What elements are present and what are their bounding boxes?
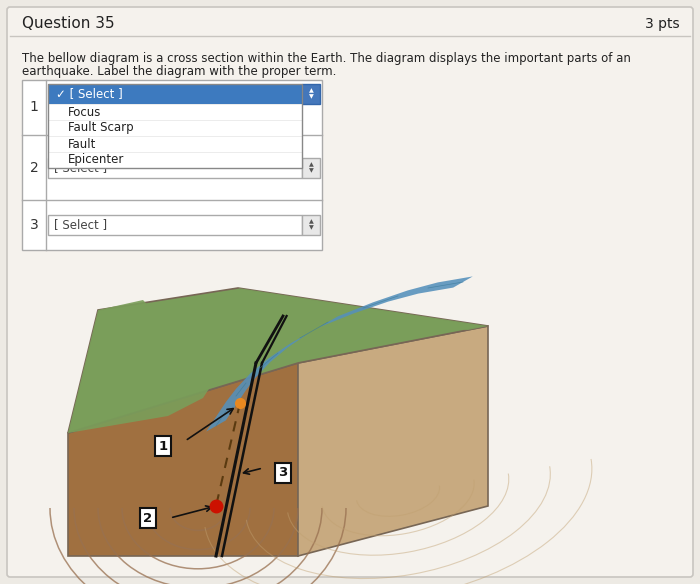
Text: ▲
▼: ▲ ▼ <box>309 89 314 99</box>
Bar <box>302 158 320 178</box>
Polygon shape <box>238 288 488 330</box>
Text: ▲
▼: ▲ ▼ <box>309 162 314 173</box>
Polygon shape <box>206 276 473 432</box>
Text: earthquake. Label the diagram with the proper term.: earthquake. Label the diagram with the p… <box>22 65 337 78</box>
Text: 1: 1 <box>29 100 38 114</box>
Polygon shape <box>68 300 216 433</box>
Polygon shape <box>68 288 488 433</box>
Bar <box>22 80 322 250</box>
Text: 1: 1 <box>158 440 167 453</box>
Bar <box>48 104 302 120</box>
Bar <box>48 84 302 104</box>
Text: Focus: Focus <box>68 106 102 119</box>
Bar <box>48 84 302 168</box>
Text: [ Select ]: [ Select ] <box>54 161 107 174</box>
Bar <box>48 152 302 168</box>
Bar <box>302 84 320 104</box>
Bar <box>48 136 302 152</box>
FancyBboxPatch shape <box>7 7 693 577</box>
Text: 3: 3 <box>29 218 38 232</box>
Bar <box>48 215 302 235</box>
Text: ✓ [ Select ]: ✓ [ Select ] <box>56 88 122 100</box>
Text: Question 35: Question 35 <box>22 16 115 32</box>
Text: 2: 2 <box>144 512 153 524</box>
Text: ▲
▼: ▲ ▼ <box>309 220 314 231</box>
Polygon shape <box>298 326 488 556</box>
Polygon shape <box>68 363 298 556</box>
Text: 3: 3 <box>279 467 288 479</box>
Text: 3 pts: 3 pts <box>645 17 680 31</box>
Text: 2: 2 <box>29 161 38 175</box>
Bar <box>302 215 320 235</box>
Text: Fault Scarp: Fault Scarp <box>68 121 134 134</box>
Text: [ Select ]: [ Select ] <box>54 218 107 231</box>
Text: Fault: Fault <box>68 137 97 151</box>
Text: The bellow diagram is a cross section within the Earth. The diagram displays the: The bellow diagram is a cross section wi… <box>22 52 631 65</box>
Bar <box>48 158 302 178</box>
Text: Epicenter: Epicenter <box>68 154 125 166</box>
Bar <box>48 120 302 136</box>
